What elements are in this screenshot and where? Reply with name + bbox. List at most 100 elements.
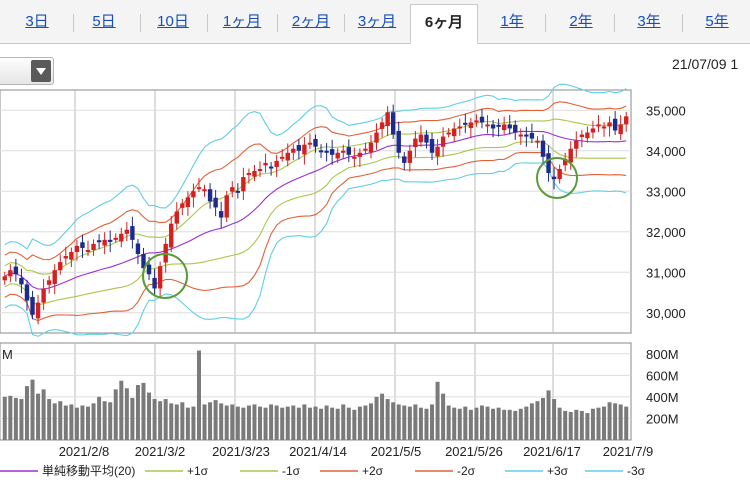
volume-bar — [346, 407, 351, 440]
tab-separator — [545, 14, 546, 32]
tab-3y[interactable]: 3年 — [637, 13, 661, 30]
volume-bar — [80, 405, 85, 440]
volume-bar — [507, 409, 512, 440]
volume-tick-label: 400M — [646, 390, 679, 405]
minus-2-sigma-line — [4, 151, 627, 322]
candle-body — [180, 203, 185, 208]
volume-bar — [552, 399, 557, 440]
volume-bar — [479, 405, 484, 440]
candle-body — [80, 242, 85, 248]
candle-body — [546, 153, 551, 174]
chevron-down-icon[interactable] — [31, 60, 51, 82]
volume-bar — [13, 397, 18, 440]
legend-label: -3σ — [627, 464, 646, 478]
candle-body — [612, 118, 618, 131]
candle-body — [435, 146, 440, 157]
volume-bar — [474, 407, 479, 440]
volume-bar — [324, 405, 329, 440]
candle-body — [169, 223, 174, 248]
candle-body — [429, 139, 435, 153]
volume-bar — [97, 396, 102, 440]
price-tick-label: 32,000 — [646, 225, 686, 240]
candle-body — [74, 245, 80, 252]
volume-bar — [41, 389, 46, 440]
minus-1-sigma-line — [4, 141, 627, 306]
volume-bar — [529, 403, 534, 440]
volume-bar — [169, 403, 174, 440]
candle-body — [41, 288, 46, 303]
volume-tick-label: 600M — [646, 368, 679, 383]
volume-bar — [535, 401, 540, 440]
volume-bar — [618, 404, 623, 440]
highlight-circles — [142, 157, 578, 299]
candle-body — [579, 134, 585, 137]
volume-bar — [63, 405, 68, 440]
volume-bar — [380, 393, 385, 440]
volume-bar — [124, 388, 129, 440]
candle-body — [235, 190, 241, 193]
tab-5d[interactable]: 5日 — [92, 13, 116, 30]
tab-separator — [207, 14, 208, 32]
candle-body — [474, 120, 479, 123]
volume-bar — [446, 405, 451, 440]
tab-2y[interactable]: 2年 — [569, 13, 593, 30]
volume-bar — [246, 405, 251, 440]
tab-10d[interactable]: 10日 — [157, 13, 189, 30]
legend-label: -1σ — [282, 464, 301, 478]
candle-body — [107, 239, 113, 242]
volume-bar — [491, 408, 496, 440]
tab-1y[interactable]: 1年 — [500, 13, 524, 30]
volume-bar — [330, 407, 335, 440]
candle-body — [213, 197, 218, 208]
tab-6m[interactable]: 6ヶ月 — [410, 4, 478, 44]
tab-1m[interactable]: 1ヶ月 — [222, 13, 262, 30]
volume-bar — [163, 399, 168, 440]
candle-body — [58, 262, 63, 271]
volume-bar — [585, 413, 590, 440]
volume-bar — [502, 409, 507, 440]
date-tick-label: 2021/6/17 — [523, 444, 581, 459]
volume-bar — [235, 406, 240, 440]
tab-separator — [344, 14, 345, 32]
price-tick-label: 30,000 — [646, 306, 686, 321]
candle-body — [96, 240, 102, 243]
volume-bar — [69, 404, 74, 440]
candle-body — [424, 134, 429, 143]
volume-bar — [579, 410, 584, 440]
volume-axis: 800M 600M 400M 200M M — [2, 347, 679, 427]
tab-3d[interactable]: 3日 — [25, 13, 49, 30]
volume-bar — [391, 402, 396, 440]
candle-body — [357, 152, 363, 157]
candle-body — [119, 233, 124, 242]
candle-body — [618, 124, 623, 135]
tab-3m[interactable]: 3ヶ月 — [357, 13, 397, 30]
volume-bar — [58, 401, 63, 440]
candle-body — [35, 302, 41, 319]
tab-2m[interactable]: 2ヶ月 — [291, 13, 331, 30]
candle-body — [329, 149, 335, 155]
tab-5y[interactable]: 5年 — [705, 13, 729, 30]
volume-bar — [568, 411, 573, 440]
volume-bar — [8, 395, 13, 440]
bollinger-bands — [4, 83, 627, 337]
candle-body — [524, 134, 529, 137]
candle-body — [452, 128, 457, 137]
legend-label: +1σ — [187, 464, 209, 478]
chart-type-dropdown[interactable] — [0, 57, 54, 85]
candle-body — [24, 284, 30, 301]
volume-bar — [302, 404, 307, 440]
volume-bar — [607, 402, 612, 440]
candle-body — [280, 156, 285, 159]
minus-3-sigma-line — [4, 162, 627, 337]
volume-bar — [258, 406, 263, 440]
candle-body — [446, 132, 451, 135]
volume-bar — [557, 407, 562, 440]
candle-body — [513, 124, 518, 133]
candle-body — [257, 168, 263, 171]
date-tick-label: 2021/5/5 — [371, 444, 422, 459]
volume-bar — [19, 399, 24, 440]
candle-body — [307, 142, 313, 145]
candle-body — [130, 226, 135, 240]
volume-bar — [352, 409, 357, 440]
candle-body — [52, 270, 57, 284]
